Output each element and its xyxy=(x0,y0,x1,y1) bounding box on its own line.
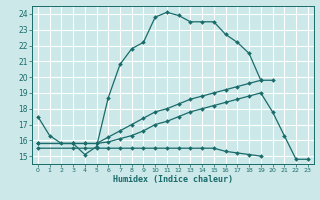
X-axis label: Humidex (Indice chaleur): Humidex (Indice chaleur) xyxy=(113,175,233,184)
